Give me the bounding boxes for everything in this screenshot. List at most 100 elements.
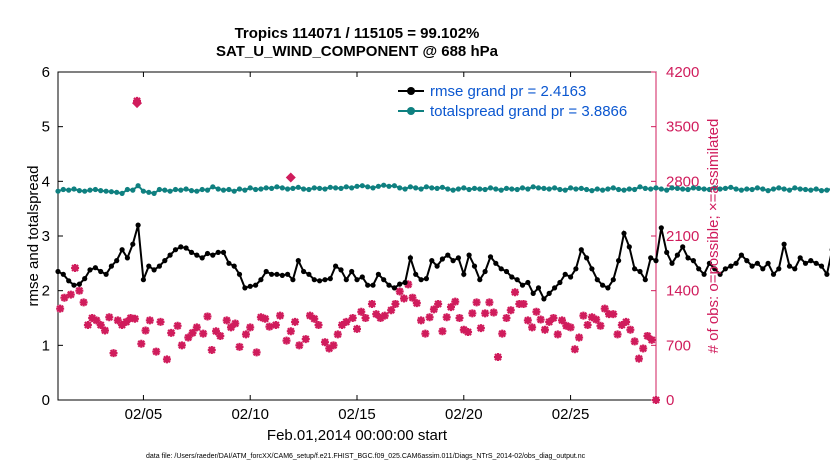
totalspread-point xyxy=(487,185,494,191)
rmse-point xyxy=(797,255,803,261)
data-file-footer: data file: /Users/raeder/DAI/ATM_forcXX/… xyxy=(146,453,586,460)
rmse-point xyxy=(242,285,248,291)
totalspread-point xyxy=(156,186,162,193)
rmse-point xyxy=(632,266,638,272)
totalspread-point xyxy=(135,183,141,189)
obs-point xyxy=(177,341,186,350)
obs-point xyxy=(276,311,285,320)
rmse-point xyxy=(498,266,504,272)
totalspread-point xyxy=(493,186,499,192)
y-tick-label: 1 xyxy=(42,337,50,354)
y2-tick-label: 4200 xyxy=(666,64,699,81)
obs-point xyxy=(75,286,84,295)
rmse-point xyxy=(818,263,825,269)
rmse-point xyxy=(802,260,809,266)
rmse-point xyxy=(674,252,681,258)
rmse-point xyxy=(477,277,483,283)
obs-point xyxy=(256,313,265,322)
y-tick-label: 5 xyxy=(42,119,50,136)
rmse-point xyxy=(653,258,659,264)
obs-point xyxy=(421,329,430,338)
legend-spread-marker xyxy=(407,107,415,115)
rmse-point xyxy=(509,274,515,280)
obs-point xyxy=(192,323,201,332)
obs-point xyxy=(446,303,455,312)
totalspread-point xyxy=(455,186,461,192)
y2-tick-label: 3500 xyxy=(666,119,699,136)
totalspread-point xyxy=(204,187,211,193)
totalspread-point xyxy=(215,186,221,192)
rmse-point xyxy=(578,247,584,253)
totalspread-point xyxy=(605,186,611,192)
totalspread-point xyxy=(311,185,317,191)
rmse-point xyxy=(178,244,184,250)
obs-point xyxy=(489,308,498,317)
rmse-point xyxy=(562,271,568,277)
rmse-point xyxy=(146,263,152,269)
totalspread-point xyxy=(680,186,686,192)
rmse-point xyxy=(354,277,360,283)
obs-point xyxy=(122,317,131,326)
obs-point xyxy=(596,321,605,330)
totalspread-point xyxy=(754,185,761,191)
totalspread-point xyxy=(183,186,189,192)
totalspread-point xyxy=(365,184,371,190)
rmse-point xyxy=(220,249,227,255)
totalspread-point xyxy=(802,186,809,193)
rmse-point xyxy=(301,268,307,275)
totalspread-point xyxy=(642,185,648,191)
obs-point xyxy=(417,316,426,325)
rmse-point xyxy=(87,267,93,273)
totalspread-point xyxy=(578,185,584,191)
rmse-point xyxy=(386,282,392,288)
rmse-point xyxy=(375,271,381,277)
obs-point xyxy=(306,311,315,320)
totalspread-point xyxy=(552,185,558,191)
rmse-point xyxy=(813,260,819,266)
obs-point xyxy=(113,316,122,325)
legend-rmse-label: rmse grand pr = 2.4163 xyxy=(430,83,586,100)
obs-point xyxy=(468,309,477,318)
x-tick-label: 02/10 xyxy=(231,406,269,423)
totalspread-point xyxy=(610,185,616,191)
obs-point xyxy=(357,307,366,316)
obs-point xyxy=(502,314,511,322)
obs-point xyxy=(291,317,300,326)
totalspread-point xyxy=(359,183,365,189)
totalspread-point xyxy=(306,186,312,193)
y-tick-label: 4 xyxy=(42,173,50,190)
totalspread-point xyxy=(333,185,339,191)
rmse-point xyxy=(568,274,574,280)
legend-box xyxy=(393,80,650,122)
obs-point xyxy=(109,349,118,358)
rmse-point xyxy=(103,271,109,277)
totalspread-point xyxy=(285,186,291,192)
rmse-point xyxy=(680,244,686,250)
rmse-point xyxy=(135,222,141,228)
obs-point xyxy=(145,316,154,325)
totalspread-point xyxy=(797,186,803,192)
totalspread-point xyxy=(418,186,424,192)
y2-tick-label: 0 xyxy=(666,392,674,409)
rmse-series xyxy=(55,222,830,302)
obs-point xyxy=(380,311,389,320)
obs-point xyxy=(523,316,532,325)
rmse-point xyxy=(285,271,291,277)
totalspread-point xyxy=(172,186,179,193)
rmse-point xyxy=(92,265,98,271)
obs-point xyxy=(639,344,648,353)
obs-point xyxy=(226,323,235,332)
obs-point xyxy=(261,314,270,323)
totalspread-point xyxy=(114,189,120,195)
obs-point xyxy=(246,323,255,332)
rmse-point xyxy=(263,268,269,275)
obs-point xyxy=(167,328,176,337)
totalspread-point xyxy=(354,183,360,189)
rmse-point xyxy=(546,290,552,296)
totalspread-point xyxy=(231,188,237,194)
totalspread-point xyxy=(664,187,670,193)
rmse-point xyxy=(760,266,766,272)
x-axis-ticks: 02/05 02/10 02/15 02/20 02/25 xyxy=(125,72,589,423)
obs-point xyxy=(634,354,643,363)
obs-point xyxy=(361,314,370,322)
